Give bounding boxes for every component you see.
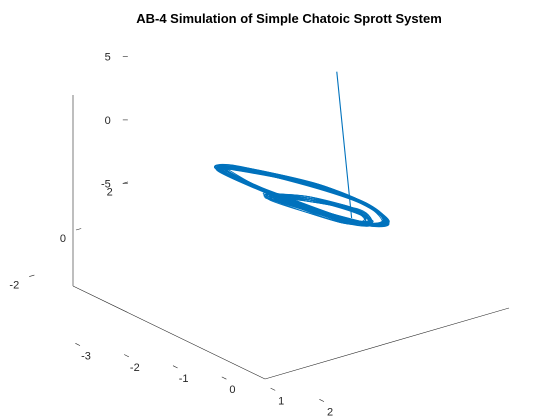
x-tick-label: -3 <box>81 351 91 363</box>
x-tick-label: 1 <box>278 395 284 407</box>
y-tick-label: -2 <box>9 280 19 292</box>
y-tick-label: 0 <box>60 233 66 245</box>
z-tick-label: 5 <box>105 51 111 63</box>
chart-title: AB-4 Simulation of Simple Chatoic Sprott… <box>136 11 442 26</box>
y-tick-label: 2 <box>107 186 113 198</box>
x-tick-label: -2 <box>130 362 140 374</box>
z-tick-label: 0 <box>105 115 111 127</box>
x-tick-label: -1 <box>179 373 189 385</box>
x-tick-label: 2 <box>327 407 333 419</box>
x-tick-label: 0 <box>229 384 235 396</box>
